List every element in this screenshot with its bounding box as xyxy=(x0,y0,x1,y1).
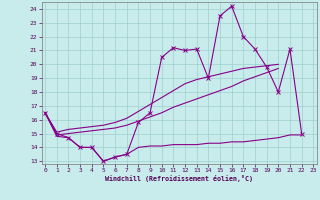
X-axis label: Windchill (Refroidissement éolien,°C): Windchill (Refroidissement éolien,°C) xyxy=(105,175,253,182)
